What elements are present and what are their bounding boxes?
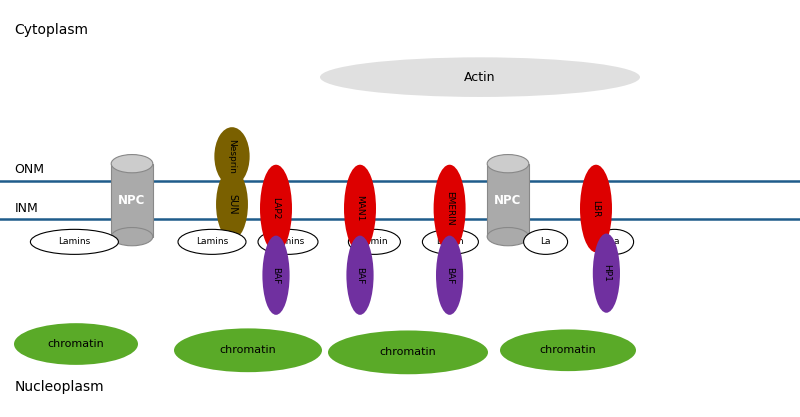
Text: La: La [540, 237, 551, 246]
Text: Lamin: Lamin [361, 237, 388, 246]
Ellipse shape [262, 236, 290, 315]
Ellipse shape [436, 236, 463, 315]
Ellipse shape [580, 165, 612, 252]
Text: chromatin: chromatin [48, 339, 104, 349]
Text: HP1: HP1 [602, 264, 611, 282]
Ellipse shape [523, 229, 568, 254]
Bar [487, 164, 529, 237]
Ellipse shape [260, 165, 292, 252]
Text: Lamins: Lamins [196, 237, 228, 246]
Text: chromatin: chromatin [220, 345, 276, 355]
Ellipse shape [328, 330, 488, 374]
Text: Lamins: Lamins [58, 237, 90, 246]
Ellipse shape [500, 329, 636, 371]
Ellipse shape [258, 229, 318, 254]
Text: SUN: SUN [227, 194, 237, 215]
Ellipse shape [434, 165, 466, 252]
Ellipse shape [214, 127, 250, 186]
Ellipse shape [346, 236, 374, 315]
Ellipse shape [111, 155, 153, 173]
Bar [111, 164, 153, 237]
Text: MAN1: MAN1 [355, 195, 365, 222]
Text: chromatin: chromatin [540, 345, 596, 355]
Text: La: La [609, 237, 620, 246]
Text: NPC: NPC [494, 193, 522, 207]
Ellipse shape [487, 155, 529, 173]
Text: Actin: Actin [464, 70, 496, 84]
Text: INM: INM [14, 202, 38, 215]
Ellipse shape [30, 229, 118, 254]
Text: Nesprin: Nesprin [227, 139, 237, 174]
Text: BAF: BAF [355, 266, 365, 284]
Ellipse shape [178, 229, 246, 254]
Ellipse shape [344, 165, 376, 252]
Text: chromatin: chromatin [380, 347, 436, 357]
Text: Lamin: Lamin [437, 237, 464, 246]
Ellipse shape [349, 229, 401, 254]
Ellipse shape [174, 329, 322, 372]
Ellipse shape [14, 323, 138, 365]
Text: BAF: BAF [445, 266, 454, 284]
Ellipse shape [320, 58, 640, 97]
Text: Cytoplasm: Cytoplasm [14, 23, 89, 37]
Ellipse shape [595, 229, 634, 254]
Ellipse shape [111, 228, 153, 246]
Text: LBR: LBR [591, 200, 601, 217]
Text: ONM: ONM [14, 163, 45, 176]
Text: LAP2: LAP2 [271, 197, 281, 220]
Text: EMERIN: EMERIN [445, 191, 454, 226]
Ellipse shape [216, 169, 248, 240]
Text: NPC: NPC [118, 193, 146, 207]
Text: BAF: BAF [271, 266, 281, 284]
Text: Nucleoplasm: Nucleoplasm [14, 380, 104, 394]
Text: Lamins: Lamins [272, 237, 304, 246]
Ellipse shape [422, 229, 478, 254]
Ellipse shape [593, 234, 620, 313]
Ellipse shape [487, 228, 529, 246]
